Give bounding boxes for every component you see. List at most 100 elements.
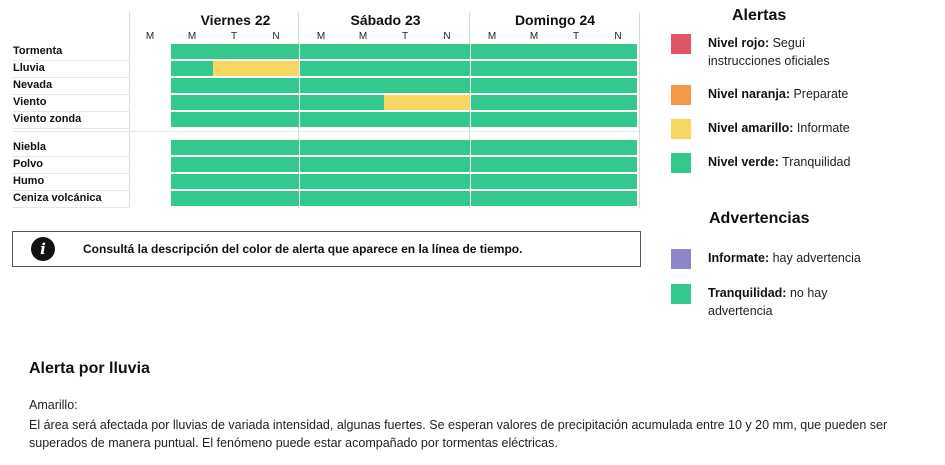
alert-cell-verde	[471, 140, 513, 155]
alert-cell-verde	[384, 140, 426, 155]
alert-cell-verde	[213, 157, 255, 172]
alert-cell-verde	[300, 191, 342, 206]
alert-cell-verde	[426, 78, 470, 93]
alert-cell-verde	[342, 191, 384, 206]
row-divider	[13, 207, 129, 208]
alert-cell-verde	[300, 157, 342, 172]
alert-timeline: Viernes 22 Sábado 23 Domingo 24 M M T N M M T N M M T…	[0, 0, 660, 215]
alert-cell-verde	[171, 78, 213, 93]
alert-cell-verde	[171, 95, 213, 110]
slot-header: T	[572, 31, 580, 42]
alert-cell-verde	[471, 174, 513, 189]
alert-cell-verde	[384, 191, 426, 206]
alert-cell-verde	[513, 140, 555, 155]
alert-cell-verde	[426, 191, 470, 206]
legend-item-verde: Nivel verde: Tranquilidad	[671, 153, 850, 173]
alert-cell-amarillo	[384, 95, 426, 110]
row-label: Viento	[13, 96, 47, 108]
grid-divider	[469, 12, 470, 208]
slot-header: M	[187, 31, 197, 42]
group-divider	[13, 131, 639, 132]
row-divider	[13, 60, 129, 61]
info-box: i Consultá la descripción del color de a…	[12, 231, 641, 267]
swatch-violeta	[671, 249, 691, 269]
alert-cell-verde	[555, 157, 597, 172]
alert-cell-verde	[300, 78, 342, 93]
alert-cell-verde	[513, 157, 555, 172]
alert-cell-verde	[300, 112, 342, 127]
alert-cell-verde	[513, 174, 555, 189]
legend-item-rojo: Nivel rojo: Seguí instrucciones oficiale…	[671, 34, 871, 70]
alert-cell-verde	[384, 112, 426, 127]
alert-cell-verde	[426, 61, 470, 76]
alert-cell-verde	[171, 112, 213, 127]
slot-header: M	[316, 31, 326, 42]
alert-cell-verde	[213, 44, 255, 59]
alert-cell-verde	[555, 112, 597, 127]
alert-description-title: Alerta por lluvia	[29, 360, 150, 377]
alert-cell-verde	[555, 140, 597, 155]
row-divider	[13, 128, 129, 129]
row-label: Viento zonda	[13, 113, 82, 125]
alert-cell-verde	[471, 191, 513, 206]
alert-cell-verde	[555, 174, 597, 189]
alert-cell-amarillo	[255, 61, 299, 76]
swatch-rojo	[671, 34, 691, 54]
alert-cell-verde	[255, 112, 299, 127]
alert-cell-verde	[513, 78, 555, 93]
legend-label-tranquilidad: Tranquilidad:	[708, 286, 787, 300]
info-icon: i	[31, 237, 55, 261]
legend-text-verde: Tranquilidad	[778, 155, 851, 169]
slot-header: M	[358, 31, 368, 42]
alert-cell-verde	[513, 191, 555, 206]
alert-cell-verde	[426, 112, 470, 127]
alert-cell-verde	[255, 157, 299, 172]
legend-label-rojo: Nivel rojo:	[708, 36, 770, 50]
grid-divider	[129, 12, 130, 208]
legend-text-informate: hay advertencia	[769, 251, 861, 265]
swatch-verde	[671, 153, 691, 173]
alerts-legend-title: Alertas	[732, 7, 787, 24]
alert-cell-verde	[342, 61, 384, 76]
alert-cell-verde	[384, 44, 426, 59]
alert-cell-verde	[471, 157, 513, 172]
alert-cell-verde	[300, 44, 342, 59]
slot-header: N	[614, 31, 622, 42]
alert-cell-verde	[300, 95, 342, 110]
alert-cell-verde	[384, 78, 426, 93]
alert-cell-verde	[513, 112, 555, 127]
alert-cell-verde	[213, 95, 255, 110]
legend-text-rojo: Seguí instrucciones oficiales	[708, 36, 830, 68]
info-text: Consultá la descripción del color de ale…	[83, 242, 523, 256]
legend-item-tranquilidad: Tranquilidad: no hay advertencia	[671, 284, 871, 320]
alert-cell-verde	[597, 44, 637, 59]
alert-cell-verde	[426, 174, 470, 189]
alert-cell-verde	[342, 112, 384, 127]
row-label: Lluvia	[13, 62, 45, 74]
alert-cell-amarillo	[213, 61, 255, 76]
alert-cell-amarillo	[426, 95, 470, 110]
row-divider	[13, 77, 129, 78]
legend-text-amarillo: Informate	[793, 121, 850, 135]
alert-cell-verde	[597, 61, 637, 76]
alert-cell-verde	[300, 174, 342, 189]
alert-cell-verde	[255, 78, 299, 93]
legend-text-naranja: Preparate	[789, 87, 849, 101]
alert-cell-verde	[300, 140, 342, 155]
alert-cell-verde	[171, 174, 213, 189]
alert-cell-verde	[555, 191, 597, 206]
alert-cell-verde	[255, 191, 299, 206]
alert-cell-verde	[255, 44, 299, 59]
legend-label-amarillo: Nivel amarillo:	[708, 121, 794, 135]
alert-cell-verde	[342, 140, 384, 155]
warnings-legend-title: Advertencias	[709, 210, 810, 227]
row-divider	[13, 94, 129, 95]
row-divider	[13, 156, 129, 157]
alert-cell-verde	[384, 61, 426, 76]
legend-item-naranja: Nivel naranja: Preparate	[671, 85, 848, 105]
legend-item-informate: Informate: hay advertencia	[671, 249, 861, 269]
alert-cell-verde	[213, 140, 255, 155]
legend-item-amarillo: Nivel amarillo: Informate	[671, 119, 850, 139]
alert-cell-verde	[513, 95, 555, 110]
alert-cell-verde	[597, 112, 637, 127]
